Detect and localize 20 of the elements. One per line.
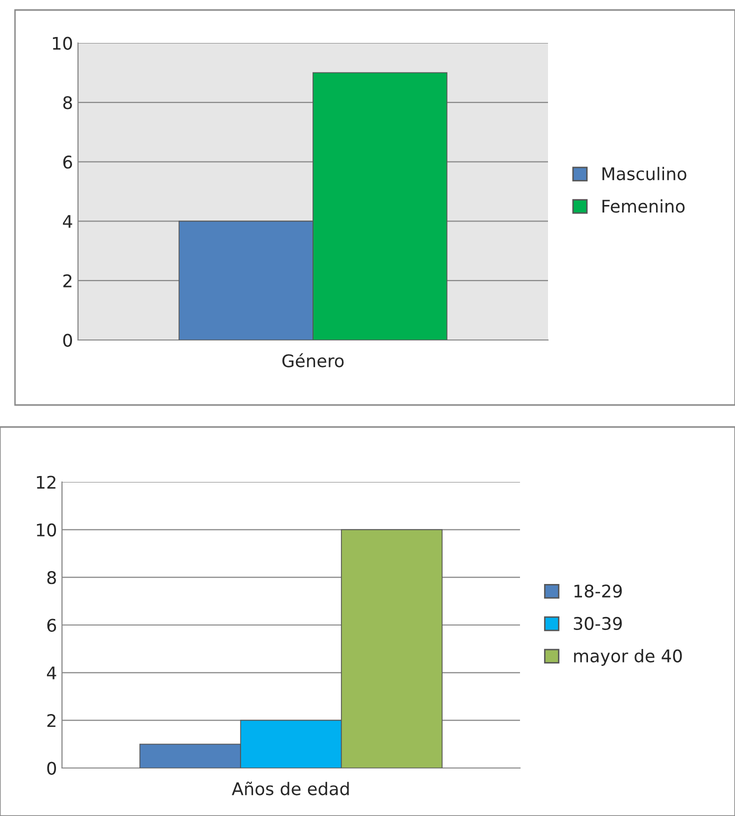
y-tick-label: 8 (47, 571, 56, 584)
legend-label: mayor de 40 (574, 649, 682, 666)
y-tick-label: 0 (47, 762, 56, 775)
y-tick-label: 12 (36, 476, 56, 489)
y-tick-label: 0 (63, 334, 72, 347)
legend-label: 30-39 (574, 616, 622, 630)
y-tick-label: 2 (63, 274, 72, 288)
y-tick-label: 10 (36, 523, 56, 537)
legend-label: Masculino (602, 166, 686, 180)
legend-label: Femenino (602, 199, 685, 213)
y-tick-label: 4 (62, 215, 72, 228)
x-tick-label: Género (282, 353, 344, 368)
y-tick-label: 4 (46, 666, 56, 680)
y-tick-label: 2 (47, 714, 56, 727)
legend-label: 18-29 (574, 584, 622, 598)
y-tick-label: 8 (63, 96, 72, 110)
y-tick-label: 6 (63, 156, 72, 169)
x-tick-label: Años de edad (232, 782, 349, 796)
y-tick-label: 6 (47, 618, 56, 632)
y-tick-label: 10 (52, 36, 72, 50)
